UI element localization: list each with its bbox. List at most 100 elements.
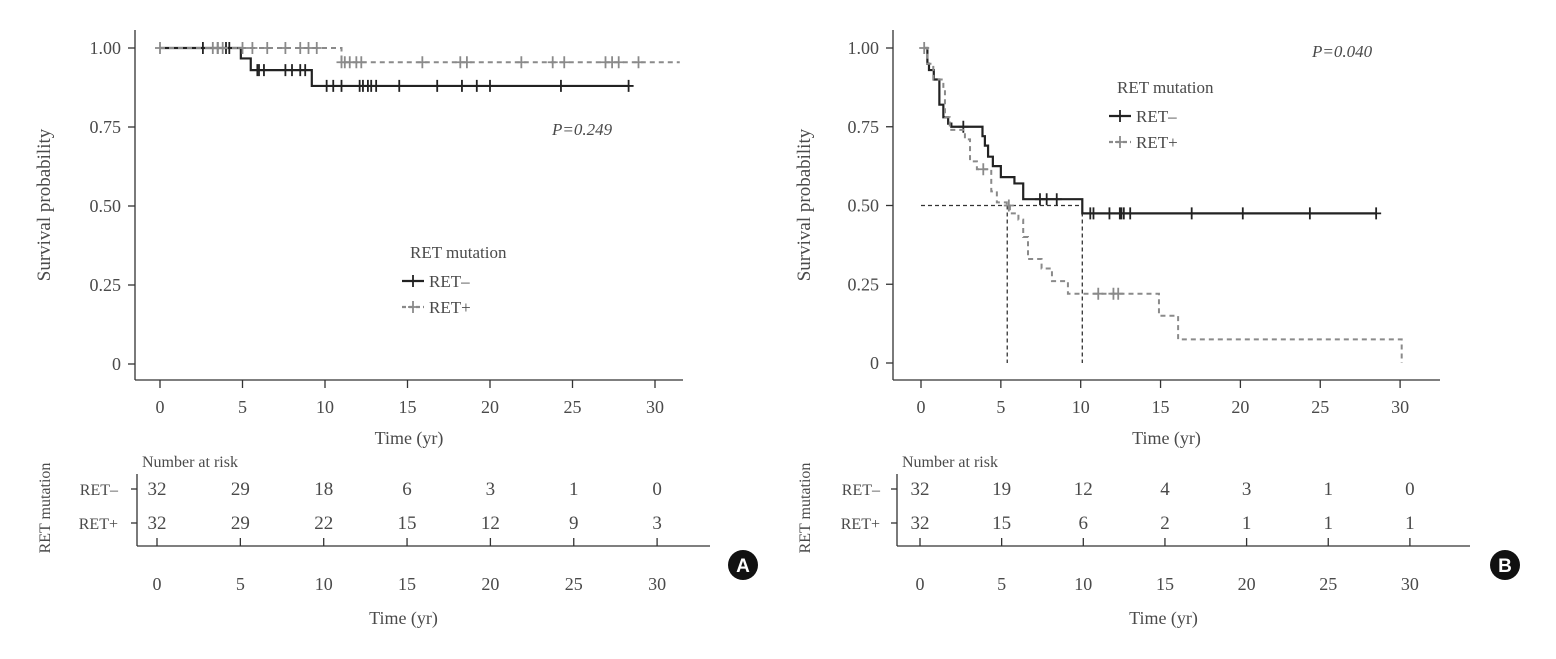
risk-value: 0 (652, 479, 662, 500)
risk-value: 3 (486, 479, 496, 500)
risk-value: 32 (911, 513, 930, 534)
censor-mark (919, 42, 930, 54)
panel-badge (728, 550, 758, 580)
risk-value: 6 (1079, 513, 1089, 534)
censor-mark (1371, 207, 1382, 220)
censor-mark (1237, 207, 1248, 220)
survival-curve-ret-negative (924, 46, 1377, 215)
legend-cross-icon (408, 275, 418, 287)
y-tick-label: 1.00 (848, 38, 880, 58)
censor-mark (237, 42, 248, 54)
risk-value: 1 (1324, 479, 1334, 500)
censor-mark (461, 56, 472, 69)
survival-curve-ret-positive (924, 47, 1403, 363)
censor-mark (1088, 207, 1099, 220)
risk-table-group-label: RET mutation (37, 463, 54, 554)
y-tick-label: 0.75 (90, 117, 122, 137)
legend-title: RET mutation (410, 243, 507, 262)
censor-mark (559, 56, 570, 69)
risk-row-label: RET+ (841, 516, 880, 533)
legend-label: RET+ (429, 298, 471, 317)
x-tick-label: 25 (1311, 397, 1329, 417)
risk-value: 1 (1324, 513, 1334, 534)
survival-curve-ret-positive (160, 47, 680, 64)
risk-table-title: Number at risk (142, 454, 238, 471)
risk-value: 12 (1074, 479, 1093, 500)
censor-mark (516, 56, 527, 69)
risk-x-tick-label: 10 (315, 574, 333, 594)
panel-badge-label: B (1498, 556, 1512, 577)
legend-label: RET+ (1136, 133, 1178, 152)
risk-row-label: RET– (842, 482, 881, 499)
x-tick-label: 25 (564, 397, 582, 417)
censor-mark (432, 79, 443, 92)
censor-mark (371, 79, 382, 92)
censor-mark (1041, 193, 1052, 206)
censor-mark (258, 64, 269, 77)
y-axis-title: Survival probability (34, 128, 55, 281)
censor-mark (280, 42, 291, 54)
risk-value: 32 (148, 479, 167, 500)
x-tick-label: 5 (996, 397, 1005, 417)
risk-x-tick-label: 10 (1074, 574, 1092, 594)
x-tick-label: 10 (1072, 397, 1090, 417)
risk-row-label: RET+ (79, 516, 118, 533)
censor-mark (978, 163, 989, 176)
risk-value: 6 (402, 479, 412, 500)
censor-mark (485, 79, 495, 92)
risk-x-tick-label: 20 (481, 574, 499, 594)
risk-x-tick-label: 30 (648, 574, 666, 594)
risk-x-tick-label: 25 (565, 574, 583, 594)
risk-value: 9 (569, 513, 579, 534)
risk-x-axis-title: Time (yr) (1129, 608, 1198, 629)
risk-value: 3 (652, 513, 662, 534)
censor-mark (155, 42, 165, 54)
risk-value: 22 (314, 513, 333, 534)
legend-cross-icon (1115, 110, 1125, 122)
censor-mark (471, 79, 482, 92)
x-tick-label: 0 (917, 397, 926, 417)
censor-mark (1186, 207, 1197, 220)
risk-x-tick-label: 15 (1156, 574, 1174, 594)
x-tick-label: 0 (156, 397, 165, 417)
censor-mark (1104, 207, 1115, 220)
censor-mark (1003, 199, 1014, 212)
risk-value: 12 (481, 513, 500, 534)
legend-title: RET mutation (1117, 78, 1214, 97)
censor-mark (1125, 207, 1136, 220)
y-tick-label: 1.00 (90, 38, 122, 58)
censor-mark (336, 79, 347, 92)
y-tick-label: 0.75 (848, 117, 880, 137)
risk-value: 4 (1160, 479, 1170, 500)
censor-mark (356, 56, 367, 69)
x-tick-label: 15 (399, 397, 417, 417)
censor-mark (555, 79, 566, 92)
y-tick-label: 0.25 (848, 274, 880, 294)
y-tick-label: 0 (112, 354, 121, 374)
y-tick-label: 0.50 (848, 196, 880, 216)
legend-cross-icon (408, 301, 418, 313)
risk-x-tick-label: 25 (1319, 574, 1337, 594)
x-tick-label: 20 (1231, 397, 1249, 417)
p-value: P=0.040 (1311, 42, 1373, 61)
risk-value: 1 (569, 479, 579, 500)
risk-value: 29 (231, 479, 250, 500)
risk-value: 1 (1242, 513, 1252, 534)
x-tick-label: 15 (1152, 397, 1170, 417)
risk-x-axis-title: Time (yr) (369, 608, 438, 629)
panel-badge (1490, 550, 1520, 580)
x-tick-label: 20 (481, 397, 499, 417)
risk-value: 3 (1242, 479, 1252, 500)
risk-value: 29 (231, 513, 250, 534)
x-axis-title: Time (yr) (375, 428, 444, 449)
y-tick-label: 0.50 (90, 196, 122, 216)
risk-value: 2 (1160, 513, 1170, 534)
x-tick-label: 10 (316, 397, 334, 417)
legend-cross-icon (1115, 136, 1125, 148)
risk-value: 18 (314, 479, 333, 500)
x-tick-label: 30 (646, 397, 664, 417)
censor-mark (262, 42, 273, 54)
censor-mark (623, 79, 634, 92)
